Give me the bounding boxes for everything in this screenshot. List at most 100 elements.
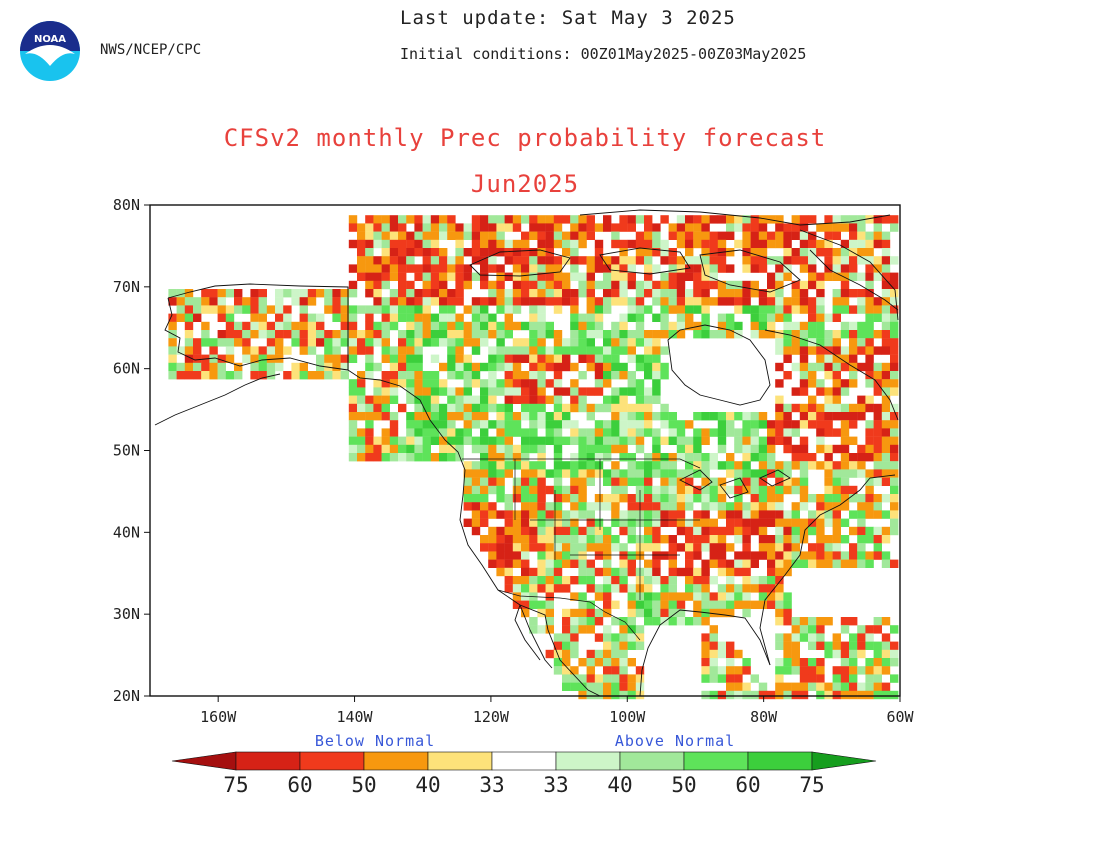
probability-cell [398, 231, 407, 240]
probability-cell [365, 444, 374, 454]
probability-cell [299, 371, 308, 380]
probability-cell [201, 321, 210, 331]
probability-cell [775, 272, 784, 281]
probability-cell [709, 535, 718, 544]
probability-cell [537, 543, 546, 552]
probability-cell [857, 215, 866, 224]
probability-cell [578, 617, 587, 626]
probability-cell [586, 543, 595, 552]
probability-cell [488, 231, 497, 240]
probability-cell [398, 264, 407, 273]
probability-cell [652, 330, 661, 339]
probability-cell [504, 412, 513, 421]
probability-cell [717, 330, 727, 339]
probability-cell [840, 428, 850, 437]
probability-cell [668, 256, 677, 265]
probability-cell [471, 502, 481, 511]
probability-cell [849, 543, 858, 552]
probability-cell [496, 469, 505, 478]
probability-cell [750, 526, 759, 536]
probability-cell [521, 584, 530, 593]
probability-cell [553, 289, 563, 298]
probability-cell [496, 289, 505, 298]
probability-cell [430, 338, 440, 347]
probability-cell [783, 223, 792, 232]
probability-cell [348, 223, 358, 232]
probability-cell [783, 305, 792, 314]
probability-cell [734, 584, 743, 593]
probability-cell [808, 379, 817, 388]
probability-cell [594, 239, 604, 249]
probability-cell [709, 297, 718, 306]
probability-cell [447, 305, 456, 314]
probability-cell [570, 608, 579, 618]
probability-cell [545, 379, 554, 388]
probability-cell [562, 346, 571, 355]
probability-cell [808, 272, 817, 281]
probability-cell [266, 305, 276, 314]
probability-cell [365, 239, 374, 249]
probability-cell [193, 338, 202, 347]
probability-cell [685, 576, 694, 585]
probability-cell [545, 346, 554, 355]
probability-cell [668, 617, 677, 626]
probability-cell [799, 485, 809, 495]
probability-cell [578, 543, 587, 552]
probability-cell [496, 477, 505, 486]
probability-cell [808, 330, 817, 339]
probability-cell [471, 239, 481, 249]
probability-cell [758, 592, 768, 601]
probability-cell [742, 567, 751, 577]
probability-cell [176, 289, 185, 298]
probability-cell [635, 387, 645, 396]
probability-cell [324, 371, 333, 380]
probability-cell [832, 477, 841, 486]
probability-cell [406, 379, 415, 388]
probability-cell [685, 215, 694, 224]
probability-cell [635, 469, 645, 478]
probability-cell [717, 412, 727, 421]
probability-cell [553, 420, 563, 429]
probability-cell [553, 395, 563, 404]
probability-cell [578, 256, 587, 265]
probability-cell [726, 543, 735, 552]
probability-cell [783, 321, 792, 331]
probability-cell [627, 272, 636, 281]
probability-cell [283, 346, 292, 355]
probability-cell [849, 510, 858, 519]
probability-cell [693, 592, 702, 601]
probability-cell [422, 420, 431, 429]
probability-cell [734, 592, 743, 601]
probability-cell [676, 289, 686, 298]
probability-cell [480, 453, 489, 462]
probability-cell [701, 576, 710, 585]
probability-cell [873, 387, 882, 396]
probability-cell [545, 485, 554, 495]
probability-cell [758, 518, 768, 527]
probability-cell [635, 403, 645, 413]
probability-cell [693, 239, 702, 249]
probability-cell [430, 280, 440, 290]
probability-cell [553, 215, 563, 224]
probability-cell [635, 608, 645, 618]
probability-cell [627, 436, 636, 445]
probability-cell [799, 403, 809, 413]
probability-cell [881, 412, 891, 421]
probability-cell [717, 526, 727, 536]
probability-cell [775, 502, 784, 511]
probability-cell [832, 559, 841, 568]
probability-cell [750, 256, 759, 265]
probability-cell [184, 330, 194, 339]
probability-cell [529, 371, 538, 380]
probability-cell [488, 239, 497, 249]
probability-cell [635, 338, 645, 347]
probability-cell [529, 444, 538, 454]
probability-cell [873, 469, 882, 478]
probability-cell [775, 633, 784, 642]
probability-cell [816, 559, 825, 568]
probability-cell [660, 239, 669, 249]
probability-cell [430, 313, 440, 322]
probability-cell [578, 502, 587, 511]
probability-cell [865, 239, 874, 249]
probability-cell [783, 600, 792, 609]
